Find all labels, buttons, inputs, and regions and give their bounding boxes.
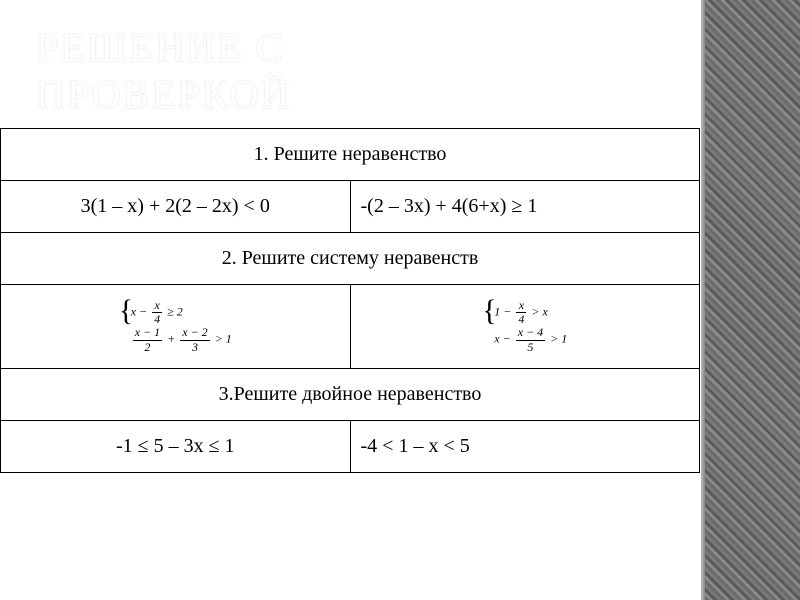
fraction: x − 23 <box>180 326 209 353</box>
task2-cell-left: { x − x4 ≥ 2 x − 12 + x − 23 > 1 <box>1 285 351 369</box>
sys-left-r2-mid: + <box>164 332 178 346</box>
fraction: x4 <box>152 299 162 326</box>
frac-den: 2 <box>133 341 162 354</box>
sys-left-r2-post: > 1 <box>212 332 232 346</box>
task3-cell-right: -4 < 1 – х < 5 <box>350 420 700 472</box>
task2-cell-right: { 1 − x4 > x x − x − 45 > 1 <box>350 285 700 369</box>
frac-den: 5 <box>516 341 545 354</box>
task1-header: 1. Решите неравенство <box>1 129 700 181</box>
frac-num: x <box>516 299 526 313</box>
task2-header: 2. Решите систему неравенств <box>1 233 700 285</box>
sys-left-r1-pre: x − <box>131 304 150 318</box>
sys-right-r2-pre: x − <box>494 332 513 346</box>
fraction: x − 12 <box>133 326 162 353</box>
system-right: { 1 − x4 > x x − x − 45 > 1 <box>482 299 567 354</box>
frac-num: x <box>152 299 162 313</box>
brace-icon: { <box>482 296 496 326</box>
frac-den: 3 <box>180 341 209 354</box>
side-pattern <box>705 0 800 600</box>
system-left: { x − x4 ≥ 2 x − 12 + x − 23 > 1 <box>119 299 232 354</box>
task1-cell-right: -(2 – 3х) + 4(6+х) ≥ 1 <box>350 181 700 233</box>
brace-icon: { <box>119 296 133 326</box>
exercises-table: 1. Решите неравенство 3(1 – х) + 2(2 – 2… <box>0 128 700 473</box>
task1-cell-left: 3(1 – х) + 2(2 – 2х) < 0 <box>1 181 351 233</box>
frac-num: x − 4 <box>516 326 545 340</box>
fraction: x4 <box>516 299 526 326</box>
sys-right-r2-post: > 1 <box>547 332 567 346</box>
task3-cell-left: -1 ≤ 5 – 3х ≤ 1 <box>1 420 351 472</box>
slide-title-line2: ПРОВЕРКОЙ <box>0 71 700 128</box>
sys-right-r1-post: > x <box>528 304 547 318</box>
sys-right-r1-pre: 1 − <box>494 304 514 318</box>
frac-num: x − 2 <box>180 326 209 340</box>
sys-left-r1-post: ≥ 2 <box>164 304 183 318</box>
frac-num: x − 1 <box>133 326 162 340</box>
fraction: x − 45 <box>516 326 545 353</box>
slide-title-line1: РЕШЕНИЕ С <box>0 0 700 71</box>
task3-header: 3.Решите двойное неравенство <box>1 368 700 420</box>
